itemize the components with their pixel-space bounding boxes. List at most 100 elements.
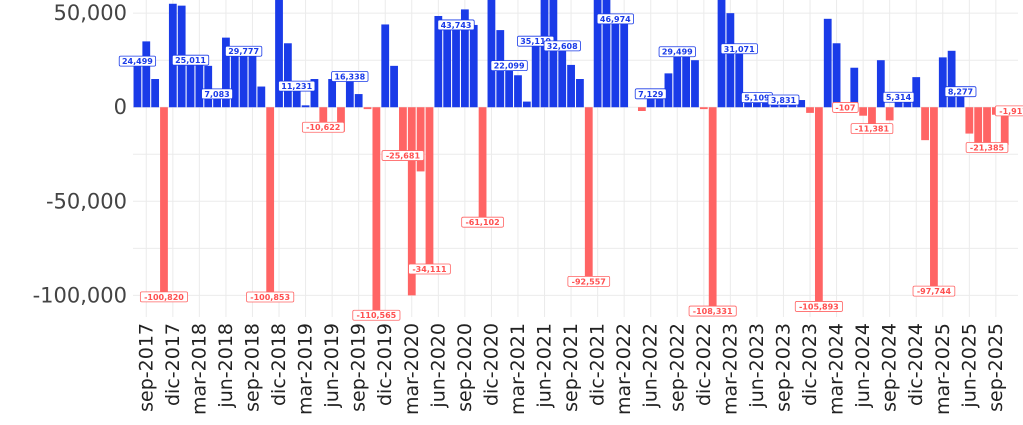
data-label-box bbox=[965, 142, 1009, 153]
data-label: -110,565 bbox=[352, 309, 401, 321]
y-axis-tick-labels: 50,000 0 -50,000 -100,000 bbox=[33, 1, 127, 307]
bar bbox=[558, 45, 567, 108]
data-label-box bbox=[139, 291, 188, 303]
bar bbox=[726, 13, 735, 108]
x-tick-label: mar-2018 bbox=[188, 323, 210, 415]
x-tick-label: jun-2021 bbox=[534, 323, 556, 409]
bar bbox=[505, 65, 514, 108]
x-axis-tick-labels: sep-2017 dic-2017 mar-2018 jun-2018 sep-2018… bbox=[135, 323, 1007, 415]
x-tick-label: mar-2025 bbox=[932, 323, 954, 415]
bar bbox=[584, 107, 593, 282]
data-label-text: -34,111 bbox=[412, 265, 447, 274]
bar bbox=[399, 107, 407, 156]
data-label-text: 29,777 bbox=[228, 47, 259, 56]
bar bbox=[983, 107, 991, 148]
data-label-box bbox=[201, 88, 233, 100]
data-label-text: -97,744 bbox=[917, 287, 952, 296]
bar bbox=[275, 0, 283, 108]
bar bbox=[151, 79, 160, 108]
bar bbox=[204, 65, 213, 108]
data-label: 16,338 bbox=[331, 71, 369, 82]
data-label-box bbox=[331, 71, 369, 82]
data-label-text: 16,338 bbox=[334, 72, 365, 81]
bar bbox=[319, 107, 328, 128]
bar bbox=[310, 79, 319, 108]
bar bbox=[549, 0, 558, 108]
bar bbox=[230, 56, 239, 108]
data-label-text: -10,622 bbox=[306, 123, 340, 132]
data-label: -25,681 bbox=[381, 150, 425, 161]
data-label-text: 3,831 bbox=[771, 96, 797, 105]
bar bbox=[213, 93, 221, 108]
data-label-text: -25,681 bbox=[386, 152, 421, 161]
data-label: -108,331 bbox=[688, 305, 737, 317]
x-tick-label: dic-2018 bbox=[268, 323, 290, 406]
bar bbox=[186, 60, 195, 108]
bar bbox=[390, 65, 398, 108]
data-label: -61,102 bbox=[461, 216, 504, 228]
bar bbox=[460, 9, 469, 108]
bar bbox=[487, 0, 496, 108]
bar bbox=[691, 60, 699, 108]
bar bbox=[859, 107, 868, 116]
bar bbox=[133, 61, 142, 108]
bar bbox=[142, 41, 151, 108]
bar bbox=[974, 107, 983, 148]
data-label: -100,853 bbox=[246, 291, 295, 303]
bar bbox=[930, 107, 938, 292]
bar bbox=[611, 18, 620, 108]
bar bbox=[266, 107, 275, 297]
data-label: 7,129 bbox=[634, 88, 667, 100]
data-label-text: 35,119 bbox=[520, 37, 551, 46]
bar bbox=[912, 77, 921, 108]
bar bbox=[735, 48, 744, 108]
x-tick-label: mar-2020 bbox=[401, 323, 423, 415]
x-tick-label: jun-2025 bbox=[958, 323, 980, 409]
bar bbox=[452, 24, 460, 108]
data-label-text: 31,071 bbox=[724, 45, 755, 54]
data-label-text: -108,331 bbox=[693, 307, 733, 316]
bar bbox=[885, 107, 894, 121]
bar bbox=[868, 107, 876, 129]
data-label-text: 46,974 bbox=[600, 15, 631, 24]
data-label: -34,111 bbox=[408, 263, 451, 275]
y-tick-label: -50,000 bbox=[46, 189, 127, 213]
bar bbox=[372, 107, 381, 316]
data-label-text: 8,277 bbox=[948, 88, 973, 97]
x-tick-label: jun-2023 bbox=[746, 323, 768, 409]
data-label-box bbox=[767, 94, 800, 106]
bar bbox=[257, 86, 266, 108]
bar bbox=[160, 107, 168, 297]
data-label-box bbox=[225, 45, 263, 57]
x-tick-label: jun-2024 bbox=[852, 323, 874, 409]
data-label-text: 11,231 bbox=[281, 82, 312, 91]
bars bbox=[133, 0, 1018, 316]
data-label-text: -107 bbox=[835, 103, 855, 112]
data-label-text: 32,608 bbox=[547, 42, 578, 51]
data-label: -1,917 bbox=[994, 105, 1023, 117]
data-label: 24,499 bbox=[118, 55, 157, 67]
bar bbox=[514, 75, 522, 108]
x-tick-label: dic-2020 bbox=[480, 323, 502, 406]
x-tick-label: mar-2019 bbox=[295, 323, 317, 415]
data-label-box bbox=[850, 123, 894, 135]
y-tick-label: 0 bbox=[114, 95, 127, 119]
data-label: 5,314 bbox=[882, 91, 915, 103]
bar bbox=[965, 107, 974, 134]
bar bbox=[222, 37, 230, 108]
x-tick-label: jun-2022 bbox=[640, 323, 662, 409]
x-tick-label: jun-2020 bbox=[427, 323, 449, 409]
data-label-box bbox=[944, 86, 977, 98]
data-label-box bbox=[688, 305, 737, 317]
data-label-text: 7,083 bbox=[204, 90, 229, 99]
bar bbox=[956, 91, 965, 108]
x-tick-label: jun-2018 bbox=[215, 323, 237, 409]
bar bbox=[443, 24, 452, 108]
data-label: -92,557 bbox=[567, 275, 611, 287]
data-label: -105,893 bbox=[794, 301, 843, 312]
bar bbox=[682, 51, 691, 108]
bar bbox=[947, 50, 956, 108]
data-label-box bbox=[882, 91, 915, 103]
bar bbox=[938, 57, 947, 108]
bar bbox=[567, 64, 575, 108]
